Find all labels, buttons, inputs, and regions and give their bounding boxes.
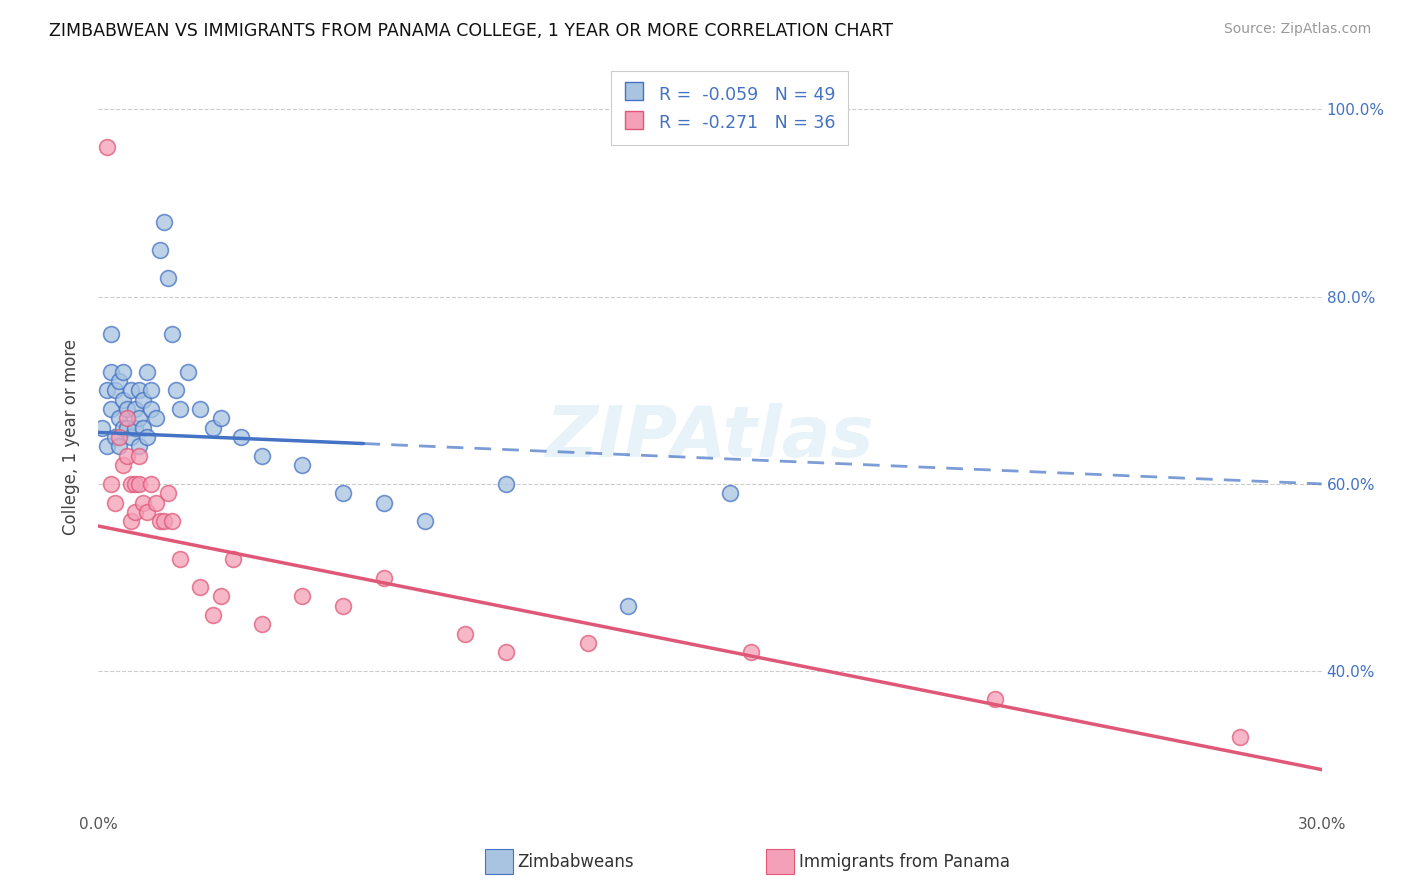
Point (495, 646, 517, 660)
Point (152, 215, 174, 229)
Point (165, 384, 187, 398)
Point (115, 421, 138, 435)
Point (141, 384, 163, 398)
Point (108, 440, 131, 454)
Point (156, 486, 179, 500)
Point (115, 411, 138, 425)
Point (120, 514, 142, 528)
Point (124, 421, 146, 435)
Point (617, 599, 640, 613)
Point (128, 440, 150, 454)
Point (120, 477, 142, 491)
Point (115, 401, 138, 416)
Point (169, 401, 191, 416)
Text: Source: ZipAtlas.com: Source: ZipAtlas.com (1223, 22, 1371, 37)
Point (128, 411, 150, 425)
Point (108, 374, 131, 388)
Y-axis label: College, 1 year or more: College, 1 year or more (62, 339, 80, 535)
Point (231, 430, 253, 444)
Point (250, 617, 273, 632)
Point (124, 477, 146, 491)
Point (145, 411, 167, 425)
Point (177, 365, 200, 379)
Point (984, 692, 1007, 706)
Point (96, 384, 118, 398)
Point (96, 140, 118, 154)
Point (141, 477, 163, 491)
Point (136, 505, 159, 519)
Point (96, 440, 118, 454)
Point (115, 449, 138, 463)
Point (141, 401, 163, 416)
Point (222, 551, 245, 566)
Point (120, 384, 142, 398)
Point (132, 392, 155, 407)
Point (111, 392, 134, 407)
Point (132, 496, 155, 510)
Point (250, 449, 273, 463)
Legend: R =  -0.059   N = 49, R =  -0.271   N = 36: R = -0.059 N = 49, R = -0.271 N = 36 (610, 71, 848, 145)
Point (100, 477, 122, 491)
Point (149, 514, 172, 528)
Point (128, 449, 150, 463)
Text: Immigrants from Panama: Immigrants from Panama (799, 853, 1010, 871)
Point (156, 271, 179, 285)
Point (136, 430, 159, 444)
Point (100, 365, 122, 379)
Point (111, 365, 134, 379)
Point (108, 411, 131, 425)
Point (145, 496, 167, 510)
Point (136, 365, 159, 379)
Point (188, 580, 212, 594)
Point (373, 496, 395, 510)
Point (413, 514, 436, 528)
Point (291, 458, 314, 473)
Point (160, 327, 183, 342)
Point (104, 496, 127, 510)
Point (201, 608, 224, 623)
Point (332, 486, 354, 500)
Point (332, 599, 354, 613)
Point (104, 430, 127, 444)
Text: Zimbabweans: Zimbabweans (517, 853, 634, 871)
Point (124, 401, 146, 416)
Point (160, 514, 183, 528)
Point (111, 421, 134, 435)
Point (1229, 730, 1251, 744)
Point (454, 626, 477, 640)
Point (124, 505, 146, 519)
Point (152, 514, 174, 528)
Point (120, 430, 142, 444)
Point (169, 551, 191, 566)
Text: ZIMBABWEAN VS IMMIGRANTS FROM PANAMA COLLEGE, 1 YEAR OR MORE CORRELATION CHART: ZIMBABWEAN VS IMMIGRANTS FROM PANAMA COL… (49, 22, 893, 40)
Point (209, 590, 232, 604)
Point (740, 646, 762, 660)
Point (373, 571, 395, 585)
Point (128, 384, 150, 398)
Point (100, 401, 122, 416)
Point (100, 327, 122, 342)
Point (291, 590, 314, 604)
Point (111, 458, 134, 473)
Point (720, 486, 742, 500)
Point (91, 421, 114, 435)
Text: ZIPAtlas: ZIPAtlas (546, 402, 875, 472)
Point (209, 411, 232, 425)
Point (132, 421, 155, 435)
Point (188, 401, 212, 416)
Point (104, 384, 127, 398)
Point (495, 477, 517, 491)
Point (576, 636, 599, 650)
Point (128, 477, 150, 491)
Point (149, 243, 172, 257)
Point (201, 421, 224, 435)
Point (108, 430, 131, 444)
